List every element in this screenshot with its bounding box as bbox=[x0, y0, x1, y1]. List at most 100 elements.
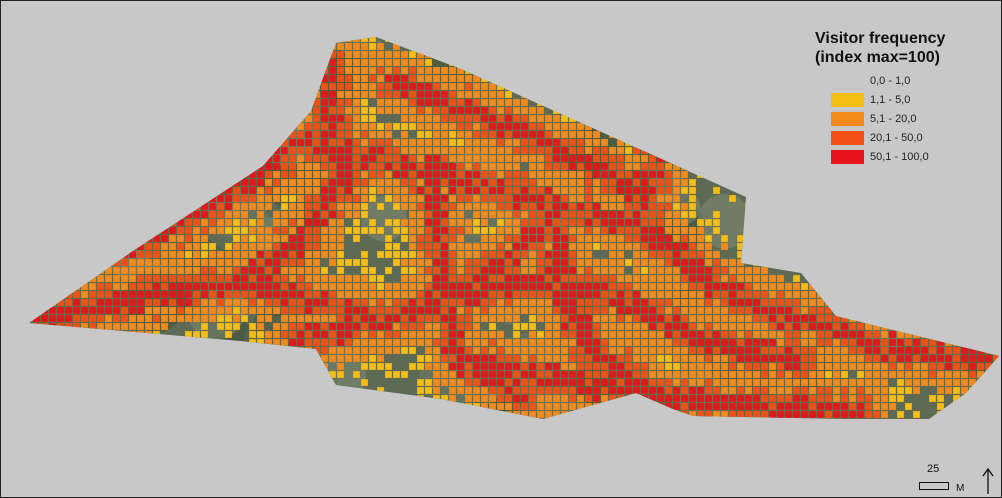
grid-cell bbox=[288, 330, 297, 339]
grid-cell bbox=[152, 258, 161, 267]
grid-cell bbox=[272, 98, 281, 107]
grid-cell bbox=[648, 250, 657, 259]
grid-cell bbox=[520, 210, 529, 219]
grid-cell bbox=[568, 354, 577, 363]
grid-cell bbox=[384, 66, 393, 75]
grid-cell bbox=[672, 274, 681, 283]
grid-cell bbox=[184, 250, 193, 259]
grid-cell bbox=[576, 154, 585, 163]
grid-cell bbox=[808, 354, 817, 363]
grid-cell bbox=[656, 106, 665, 115]
grid-cell bbox=[408, 338, 417, 347]
grid-cell bbox=[192, 74, 201, 83]
grid-cell bbox=[496, 386, 505, 395]
grid-cell bbox=[728, 274, 737, 283]
grid-cell bbox=[40, 338, 49, 347]
grid-cell bbox=[240, 274, 249, 283]
grid-cell bbox=[552, 298, 561, 307]
grid-cell bbox=[960, 266, 969, 275]
grid-cell bbox=[592, 114, 601, 123]
grid-cell bbox=[288, 170, 297, 179]
grid-cell bbox=[624, 378, 633, 387]
grid-cell bbox=[824, 378, 833, 387]
grid-cell bbox=[672, 226, 681, 235]
grid-cell bbox=[408, 66, 417, 75]
grid-cell bbox=[296, 37, 305, 43]
grid-cell bbox=[680, 370, 689, 379]
grid-cell bbox=[80, 42, 89, 51]
grid-cell bbox=[584, 114, 593, 123]
grid-cell bbox=[344, 154, 353, 163]
grid-cell bbox=[312, 50, 321, 59]
grid-cell bbox=[160, 234, 169, 243]
grid-cell bbox=[336, 98, 345, 107]
grid-cell bbox=[344, 210, 353, 219]
grid-cell bbox=[176, 194, 185, 203]
grid-cell bbox=[664, 410, 673, 419]
grid-cell bbox=[472, 290, 481, 299]
grid-cell bbox=[528, 162, 537, 171]
grid-cell bbox=[640, 122, 649, 131]
grid-cell bbox=[272, 242, 281, 251]
grid-cell bbox=[696, 370, 705, 379]
grid-cell bbox=[696, 330, 705, 339]
grid-cell bbox=[912, 370, 921, 379]
grid-cell bbox=[840, 250, 849, 259]
grid-cell bbox=[232, 282, 241, 291]
grid-cell bbox=[136, 306, 145, 315]
grid-cell bbox=[608, 410, 617, 419]
grid-cell bbox=[664, 338, 673, 347]
grid-cell bbox=[552, 354, 561, 363]
grid-cell bbox=[808, 314, 817, 323]
grid-cell bbox=[184, 226, 193, 235]
grid-cell bbox=[784, 346, 793, 355]
grid-cell bbox=[760, 330, 769, 339]
grid-cell bbox=[416, 194, 425, 203]
grid-cell bbox=[944, 330, 953, 339]
grid-cell bbox=[456, 194, 465, 203]
grid-cell bbox=[552, 122, 561, 131]
grid-cell bbox=[992, 354, 999, 363]
grid-cell bbox=[424, 146, 433, 155]
grid-cell bbox=[408, 226, 417, 235]
grid-cell bbox=[696, 418, 705, 419]
grid-cell bbox=[344, 178, 353, 187]
grid-cell bbox=[48, 338, 57, 347]
grid-cell bbox=[520, 146, 529, 155]
grid-cell bbox=[728, 82, 737, 91]
grid-cell bbox=[320, 402, 329, 411]
grid-cell bbox=[832, 410, 841, 419]
grid-cell bbox=[344, 37, 353, 43]
grid-cell bbox=[520, 266, 529, 275]
grid-cell bbox=[608, 402, 617, 411]
grid-cell bbox=[136, 322, 145, 331]
grid-cell bbox=[568, 418, 577, 419]
grid-cell bbox=[904, 402, 913, 411]
grid-cell bbox=[408, 74, 417, 83]
grid-cell bbox=[696, 122, 705, 131]
grid-cell bbox=[648, 122, 657, 131]
grid-cell bbox=[464, 402, 473, 411]
grid-cell bbox=[832, 402, 841, 411]
grid-cell bbox=[736, 306, 745, 315]
grid-cell bbox=[536, 282, 545, 291]
grid-cell bbox=[776, 330, 785, 339]
grid-cell bbox=[29, 314, 33, 323]
grid-cell bbox=[856, 394, 865, 403]
grid-cell bbox=[672, 394, 681, 403]
grid-cell bbox=[776, 402, 785, 411]
grid-cell bbox=[896, 370, 905, 379]
grid-cell bbox=[440, 146, 449, 155]
grid-cell bbox=[272, 58, 281, 67]
grid-cell bbox=[232, 306, 241, 315]
grid-cell bbox=[856, 362, 865, 371]
grid-cell bbox=[536, 138, 545, 147]
grid-cell bbox=[520, 130, 529, 139]
grid-cell bbox=[320, 154, 329, 163]
grid-cell bbox=[304, 314, 313, 323]
grid-cell bbox=[576, 314, 585, 323]
grid-cell bbox=[352, 186, 361, 195]
grid-cell bbox=[384, 370, 393, 379]
grid-cell bbox=[240, 282, 249, 291]
grid-cell bbox=[328, 98, 337, 107]
